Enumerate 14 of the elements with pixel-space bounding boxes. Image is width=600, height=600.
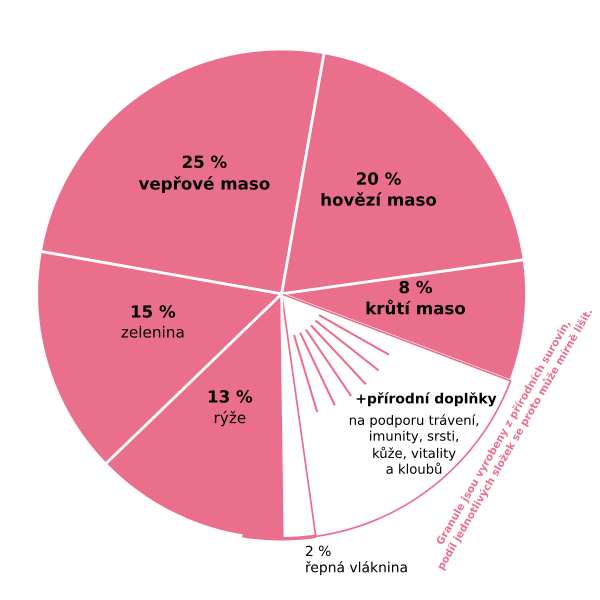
- text: na podporu trávení, imunity, srsti, kůže, vitality a kloubů: [350, 414, 478, 474]
- slice-label: +přírodní doplňky: [356, 392, 496, 406]
- data-label: 25 %: [182, 155, 227, 168]
- data-label: 8 %: [399, 280, 432, 294]
- slice-label: rýže: [214, 410, 246, 426]
- slice-label: řepná vláknina: [306, 561, 407, 576]
- data-label: 13 %: [208, 390, 252, 403]
- data-label: 15 %: [132, 305, 176, 318]
- slice-label: hovězí maso: [322, 192, 436, 206]
- slice-label: zelenina: [121, 326, 184, 338]
- data-label: 20 %: [356, 172, 401, 185]
- slice-label: vepřové maso: [138, 176, 270, 193]
- data-label: 2 %: [306, 546, 331, 556]
- slice-label: krůtí maso: [366, 300, 466, 314]
